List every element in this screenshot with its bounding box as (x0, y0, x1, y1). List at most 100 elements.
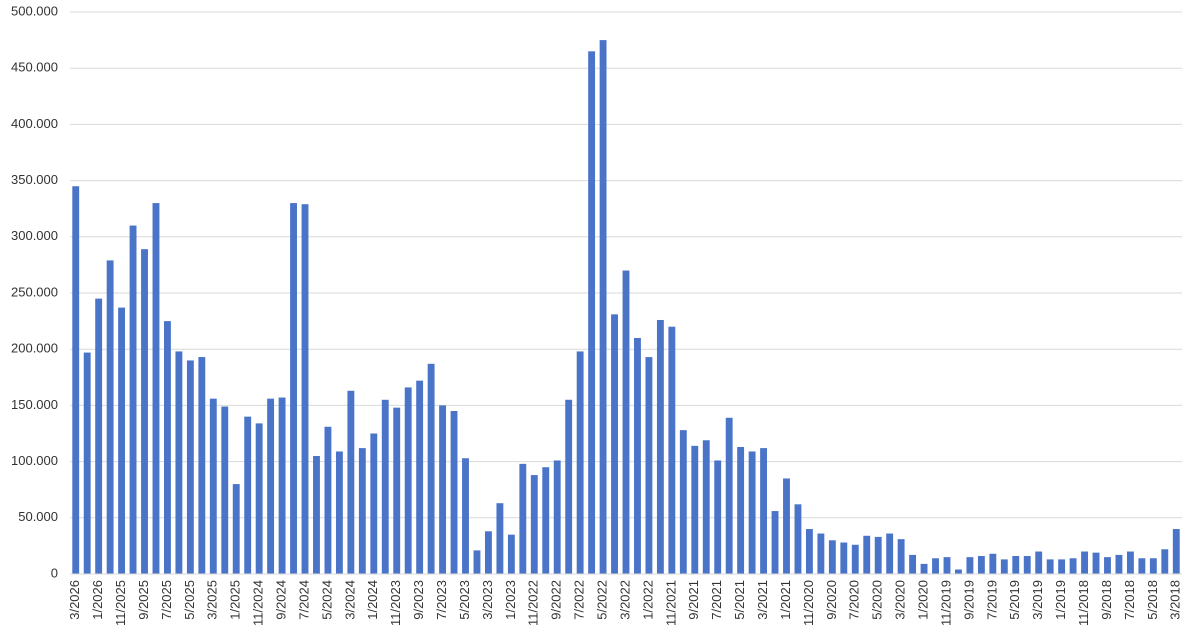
x-tick-label: 5/2020 (870, 580, 885, 620)
bar (1035, 551, 1043, 574)
x-tick-label: 7/2018 (1122, 580, 1137, 620)
y-tick-label: 400.000 (11, 116, 58, 131)
x-tick-label: 11/2019 (938, 580, 953, 626)
bar (530, 475, 538, 574)
bar (439, 405, 447, 574)
y-tick-label: 50.000 (18, 509, 58, 524)
x-tick-label: 3/2025 (205, 580, 220, 620)
bar (1069, 558, 1077, 574)
bar (404, 387, 412, 574)
bar (141, 249, 148, 574)
x-tick-label: 5/2021 (732, 580, 747, 620)
bar (129, 225, 137, 574)
x-tick-label: 1/2022 (640, 580, 655, 620)
bar (473, 550, 481, 574)
x-tick-label: 3/2022 (617, 580, 632, 620)
bar (335, 451, 343, 574)
bar (737, 446, 745, 574)
y-tick-label: 0 (51, 565, 58, 580)
bar (519, 463, 527, 574)
bar (828, 540, 836, 574)
bar (542, 467, 550, 574)
x-tick-label: 3/2026 (67, 580, 82, 620)
bar (874, 536, 882, 574)
bar (267, 398, 275, 574)
bar (725, 417, 733, 574)
bar (702, 440, 710, 574)
x-tick-label: 3/2021 (755, 580, 770, 620)
bar (209, 398, 217, 574)
x-tick-label: 3/2019 (1030, 580, 1045, 620)
y-tick-label: 100.000 (11, 453, 58, 468)
x-tick-label: 1/2026 (90, 580, 105, 620)
bar (1126, 551, 1134, 574)
bar (691, 445, 699, 574)
x-tick-label: 1/2025 (228, 580, 243, 620)
bar (714, 460, 722, 574)
bar (106, 260, 114, 574)
x-tick-label: 1/2019 (1053, 580, 1068, 620)
x-tick-label: 9/2021 (686, 580, 701, 620)
bar (1172, 529, 1180, 574)
bar (783, 478, 790, 574)
bar (886, 533, 894, 574)
bar (932, 558, 939, 574)
y-tick-label: 350.000 (11, 172, 58, 187)
bar (805, 529, 813, 574)
bar (427, 363, 435, 574)
bar (313, 455, 320, 574)
y-tick-label: 300.000 (11, 228, 58, 243)
bar (370, 433, 378, 574)
x-tick-label: 9/2022 (549, 580, 564, 620)
bar (553, 460, 561, 574)
bar (760, 448, 768, 574)
y-tick-label: 500.000 (11, 3, 58, 18)
x-tick-label: 7/2024 (296, 580, 311, 620)
bar (611, 314, 618, 574)
x-tick-label: 7/2022 (572, 580, 587, 620)
bar (95, 298, 103, 574)
bar (186, 360, 194, 574)
x-tick-label: 9/2024 (274, 580, 289, 620)
bar (1138, 558, 1146, 574)
bar (1104, 557, 1111, 574)
bar (450, 411, 458, 574)
x-tick-label: 1/2023 (503, 580, 518, 620)
x-tick-label: 3/2018 (1168, 580, 1183, 620)
x-tick-label: 9/2025 (136, 580, 151, 620)
x-tick-label: 7/2020 (847, 580, 862, 620)
bar (565, 399, 573, 574)
bar (462, 458, 469, 574)
x-tick-label: 7/2023 (434, 580, 449, 620)
bar (794, 504, 802, 574)
bar (1046, 559, 1054, 574)
bar (966, 557, 974, 574)
x-tick-label: 11/2024 (251, 580, 266, 626)
bar (1012, 556, 1020, 574)
bar (920, 563, 928, 574)
bar (955, 569, 962, 574)
bar (1161, 549, 1169, 574)
x-tick-label: 7/2019 (984, 580, 999, 620)
x-tick-label: 5/2023 (457, 580, 472, 620)
bar (301, 204, 309, 575)
bar (977, 556, 985, 574)
bar (863, 535, 871, 574)
bar (634, 337, 641, 574)
x-tick-label: 11/2020 (801, 580, 816, 626)
x-tick-label: 5/2024 (319, 580, 334, 620)
x-tick-label: 9/2019 (961, 580, 976, 620)
x-tick-label: 11/2018 (1076, 580, 1091, 626)
bar (393, 407, 401, 574)
bar (897, 539, 905, 574)
bar (576, 351, 584, 574)
bar (152, 203, 160, 574)
bar (679, 430, 687, 574)
bar (771, 511, 779, 574)
x-tick-label: 7/2025 (159, 580, 174, 620)
bar (668, 326, 676, 574)
bar (278, 397, 286, 574)
bar (599, 40, 607, 575)
